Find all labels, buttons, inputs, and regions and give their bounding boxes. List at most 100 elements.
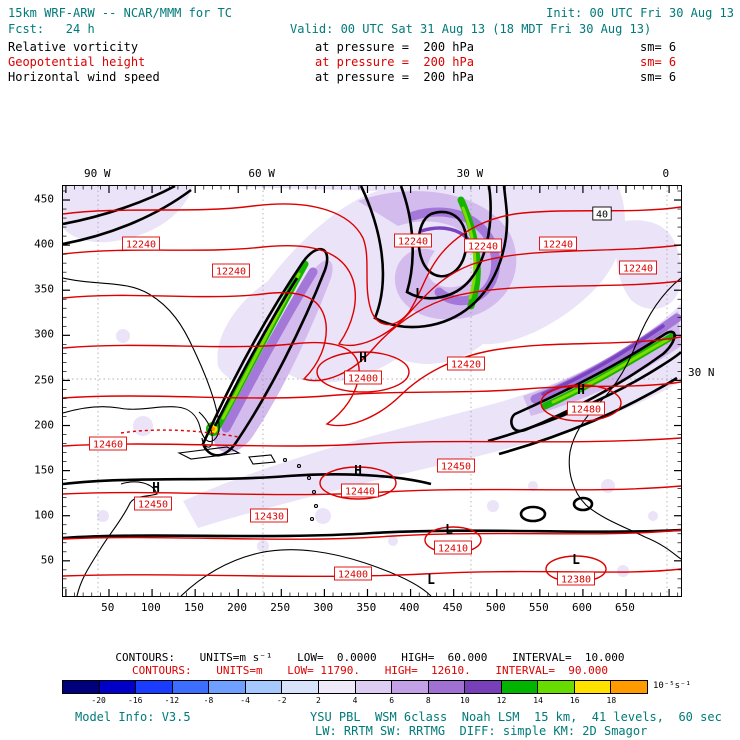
x-axis-tick-label: 550 [528,601,549,614]
field-2-level: at pressure = 200 hPa [315,55,474,69]
height-contour-label: 12460 [93,440,123,451]
low-center-marker: L [445,523,453,538]
x-axis-tick-label: 100 [140,601,161,614]
forecast-hour: Fcst: 24 h [8,22,95,36]
wind-legend-units: UNITS=m s⁻¹ [199,651,273,664]
height-contour-label-box [557,571,595,586]
colorbar-cell [63,681,100,693]
height-contour-label: 12380 [561,575,591,586]
height-contour-label-box [134,496,172,511]
colorbar-cell [318,681,356,693]
height-contour-label: 12480 [571,405,601,416]
x-axis-tick-label: 300 [313,601,334,614]
colorbar-tick-label: 18 [606,696,617,705]
high-center-marker: H [152,481,160,496]
wind-contour-legend-line: CONTOURS: UNITS=m s⁻¹ LOW= 0.0000 HIGH= … [0,651,740,664]
model-version: Model Info: V3.5 [75,710,191,724]
field-3-name: Horizontal wind speed [8,70,160,84]
init-time: Init: 00 UTC Fri 30 Aug 13 [546,6,734,20]
wind-legend-label: CONTOURS: [115,651,176,664]
height-contour-label-box [89,436,127,451]
height-contour-label: 12240 [216,267,246,278]
height-contour-label: 12430 [254,512,284,523]
y-axis-tick-label: 400 [34,237,54,251]
height-contour-label-box [619,260,657,275]
height-contour-label-box [567,401,605,416]
height-contour-label-box [122,236,160,251]
height-contour-label: 12240 [623,264,653,275]
wind-legend-interval: INTERVAL= 10.000 [511,651,625,664]
colorbar-tick-label: 8 [425,696,431,705]
colorbar-cell [428,681,466,693]
x-axis-tick-label: 150 [184,601,204,614]
contour-labels: 12240 12240 12240 12240 12240 12240 12420 12400… [89,206,657,588]
colorbar-cell [282,681,319,693]
height-contour-label-box [434,540,472,555]
height-contour-label-box [212,263,250,278]
x-axis-tick-label: 650 [615,601,635,614]
height-contour-label: 12240 [468,242,498,253]
colorbar-cell [574,681,612,693]
map-plot-area: 12240 12240 12240 12240 12240 12240 12420 12400… [62,185,682,597]
latlon-gridlines [63,186,681,596]
height-contour-label: 12450 [441,462,471,473]
height-contour-label-box [437,458,475,473]
height-legend-high: HIGH= 12610. [384,664,471,677]
colorbar-cell [172,681,210,693]
low-center-marker: L [427,573,435,588]
height-contour-label-box [447,356,485,371]
height-contour-label: 12240 [543,240,573,251]
wind-contour-label: 40 [596,210,608,221]
colorbar-tick-label: 14 [533,696,543,705]
field-2-name: Geopotential height [8,55,146,69]
height-contour-label-box [344,370,382,385]
colorbar-tick-label: 12 [496,696,507,705]
x-axis-tick-label: 200 [227,601,247,614]
wind-contour-label-box [592,206,612,221]
colorbar-tick-label: 10 [460,696,470,705]
y-axis-tick-label: 300 [34,327,54,341]
colorbar-cell [99,681,137,693]
low-center-marker: L [415,287,423,302]
colorbar-tick-label: 2 [315,696,321,705]
colorbar-cell [538,681,575,693]
height-contour-label: 12400 [338,570,368,581]
field-2-smooth: sm= 6 [640,55,677,69]
colorbar-tick-label: 16 [569,696,580,705]
height-contour-label: 12450 [138,500,168,511]
colorbar-tick-label: -2 [276,696,287,705]
height-contour-label: 12240 [126,240,156,251]
height-legend-low: LOW= 11790. [287,664,361,677]
axis-ticks [63,186,681,596]
y-axis-tick-label: 100 [34,508,54,522]
forecast-map: 12240 12240 12240 12240 12240 12240 12420 12400… [63,186,681,596]
field-3-smooth: sm= 6 [640,70,677,84]
x-axis-tick-label: 450 [442,601,463,614]
high-center-marker: H [359,351,367,366]
physics-config-2: LW: RRTM SW: RRTMG DIFF: simple KM: 2D S… [315,724,648,738]
height-legend-interval: INTERVAL= 90.000 [495,664,608,677]
field-1-level: at pressure = 200 hPa [315,40,474,54]
height-contour-label-box [539,236,577,251]
colorbar-cell [611,681,647,693]
y-axis-tick-label: 250 [34,373,54,386]
wind-legend-high: HIGH= 60.000 [401,651,488,664]
wind-legend-low: LOW= 0.0000 [297,651,377,664]
y-axis-tick-label: 150 [34,463,54,477]
y-grid-axis-labels: 450 400 350 300 250 200 150 100 50 [26,185,58,595]
height-contour-label: 12400 [348,374,378,385]
colorbar-cell [392,681,429,693]
height-contour-label-box [464,238,502,253]
x-axis-tick-label: 350 [356,601,377,614]
colorbar-cell [465,681,502,693]
colorbar-tick-label: -8 [203,696,214,705]
latitude-label: 30 N [688,366,715,379]
colorbar-tick-label: -12 [164,696,180,705]
longitude-tick-label: 90 W [83,167,111,180]
high-center-marker: H [354,464,362,479]
colorbar-cell [245,681,283,693]
x-axis-tick-label: 400 [399,601,420,614]
colorbar-cell [136,681,173,693]
colorbar-cell [501,681,539,693]
